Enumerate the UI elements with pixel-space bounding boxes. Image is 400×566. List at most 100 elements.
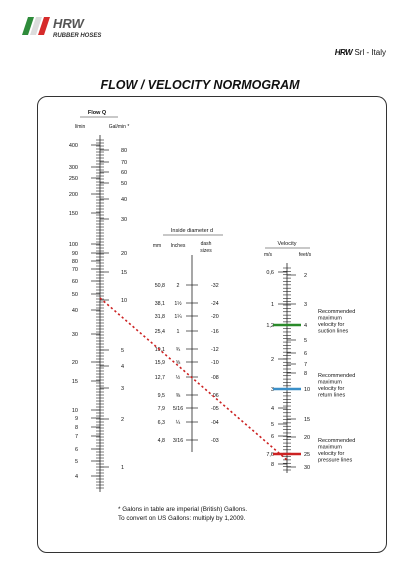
diameter-dash-label: -32 [211, 283, 219, 289]
diameter-dash-label: -12 [211, 347, 219, 353]
diameter-inch-label: ¼ [176, 420, 181, 426]
flow-lmin-label: 70 [72, 267, 78, 273]
velocity-ms-label: 6 [271, 434, 274, 440]
company-suffix: Srl - Italy [354, 48, 386, 57]
velocity-header: Velocity [278, 241, 297, 247]
recommended-velocity-caption: suction lines [318, 329, 349, 335]
flow-col-gal: Gal/min * [109, 124, 130, 130]
velocity-fts-label: 3 [304, 302, 307, 308]
recommended-velocity-caption: velocity for [318, 322, 344, 328]
diameter-inch-label: 1¼ [174, 314, 182, 320]
recommended-velocity-caption: maximum [318, 316, 342, 322]
flow-gal-label: 2 [121, 417, 124, 423]
flow-lmin-label: 250 [69, 176, 78, 182]
recommended-velocity-caption: maximum [318, 380, 342, 386]
diameter-mm-label: 9,5 [158, 393, 165, 399]
velocity-fts-label: 10 [304, 387, 310, 393]
diameter-mm-label: 12,7 [155, 375, 165, 381]
diameter-dash-label: -08 [211, 375, 219, 381]
hrw-logo: HRW RUBBER HOSES [22, 16, 101, 39]
logo-stripes-icon [22, 17, 50, 35]
recommended-velocity-caption: Recommended [318, 309, 355, 315]
velocity-ms-label: 2 [271, 357, 274, 363]
recommended-velocity-caption: velocity for [318, 386, 344, 392]
flow-header: Flow Q [88, 110, 107, 116]
flow-lmin-label: 8 [75, 425, 78, 431]
flow-col-lmin: l/min [75, 124, 86, 130]
flow-gal-label: 40 [121, 197, 127, 203]
diameter-header: Inside diameter d [171, 228, 213, 234]
velocity-ms-label: 0,6 [266, 270, 274, 276]
flow-gal-label: 70 [121, 160, 127, 166]
diameter-col-sizes: sizes [200, 248, 212, 254]
flow-lmin-label: 90 [72, 251, 78, 257]
flow-gal-label: 15 [121, 270, 127, 276]
flow-gal-label: 1 [121, 465, 124, 471]
diameter-dash-label: -20 [211, 314, 219, 320]
flow-lmin-label: 5 [75, 459, 78, 465]
flow-gal-label: 20 [121, 251, 127, 257]
diameter-inch-label: 1½ [174, 300, 182, 307]
logo-subtitle: RUBBER HOSES [53, 33, 101, 39]
logo-text: HRW [53, 16, 86, 31]
diameter-dash-label: -10 [211, 360, 219, 366]
diameter-col-dash: dash [201, 241, 212, 247]
flow-gal-label: 30 [121, 217, 127, 223]
flow-lmin-label: 60 [72, 279, 78, 285]
flow-gal-label: 4 [121, 364, 124, 370]
velocity-ms-label: 7,6 [266, 452, 274, 458]
flow-lmin-label: 9 [75, 416, 78, 422]
flow-gal-label: 3 [121, 386, 124, 392]
flow-lmin-label: 4 [75, 474, 78, 480]
diameter-inch-label: ⅝ [176, 360, 181, 366]
flow-gal-label: 5 [121, 348, 124, 354]
diameter-dash-label: -04 [211, 420, 219, 426]
diameter-dash-label: -16 [211, 329, 219, 335]
diameter-mm-label: 19,1 [155, 347, 165, 353]
nomogram-panel [37, 96, 387, 553]
flow-lmin-label: 30 [72, 332, 78, 338]
flow-lmin-label: 200 [69, 192, 78, 198]
velocity-fts-label: 7 [304, 362, 307, 368]
diameter-mm-label: 7,9 [158, 406, 165, 412]
flow-lmin-label: 80 [72, 259, 78, 265]
diameter-mm-label: 6,3 [158, 420, 165, 426]
diameter-inch-label: 2 [177, 283, 180, 289]
velocity-fts-label: 5 [304, 338, 307, 344]
recommended-velocity-caption: Recommended [318, 438, 355, 444]
diameter-mm-label: 31,8 [155, 314, 165, 320]
company-name: HRW Srl - Italy [335, 48, 386, 57]
velocity-ms-label: 4 [271, 406, 274, 412]
flow-lmin-label: 300 [69, 165, 78, 171]
flow-lmin-label: 40 [72, 308, 78, 314]
flow-lmin-label: 7 [75, 434, 78, 440]
velocity-ms-label: 3 [271, 387, 274, 393]
recommended-velocity-caption: pressure lines [318, 458, 352, 464]
diameter-dash-label: -05 [211, 406, 219, 412]
diameter-mm-label: 4,8 [158, 438, 165, 444]
diameter-dash-label: -03 [211, 438, 219, 444]
velocity-col-ms: m/s [264, 252, 273, 258]
flow-lmin-label: 15 [72, 379, 78, 385]
flow-lmin-label: 50 [72, 292, 78, 298]
diameter-col-mm: mm [153, 243, 161, 249]
diameter-mm-label: 15,9 [155, 360, 165, 366]
flow-gal-label: 60 [121, 170, 127, 176]
velocity-ms-label: 5 [271, 422, 274, 428]
footnote-line-2: To convert on US Gallons: multiply by 1,… [118, 515, 246, 522]
velocity-fts-label: 20 [304, 435, 310, 441]
velocity-fts-label: 25 [304, 452, 310, 458]
flow-lmin-label: 150 [69, 211, 78, 217]
velocity-ms-label: 8 [271, 462, 274, 468]
footnote-line-1: * Galons in table are imperial (British)… [118, 506, 248, 513]
velocity-fts-label: 4 [304, 323, 307, 329]
company-mark: HRW [334, 48, 353, 57]
recommended-velocity-caption: return lines [318, 393, 345, 399]
diameter-dash-label: -06 [211, 393, 219, 399]
diameter-inch-label: ½ [176, 374, 181, 381]
page-title: FLOW / VELOCITY NORMOGRAM [100, 78, 300, 92]
diameter-mm-label: 25,4 [155, 329, 165, 335]
velocity-fts-label: 15 [304, 417, 310, 423]
velocity-fts-label: 2 [304, 273, 307, 279]
